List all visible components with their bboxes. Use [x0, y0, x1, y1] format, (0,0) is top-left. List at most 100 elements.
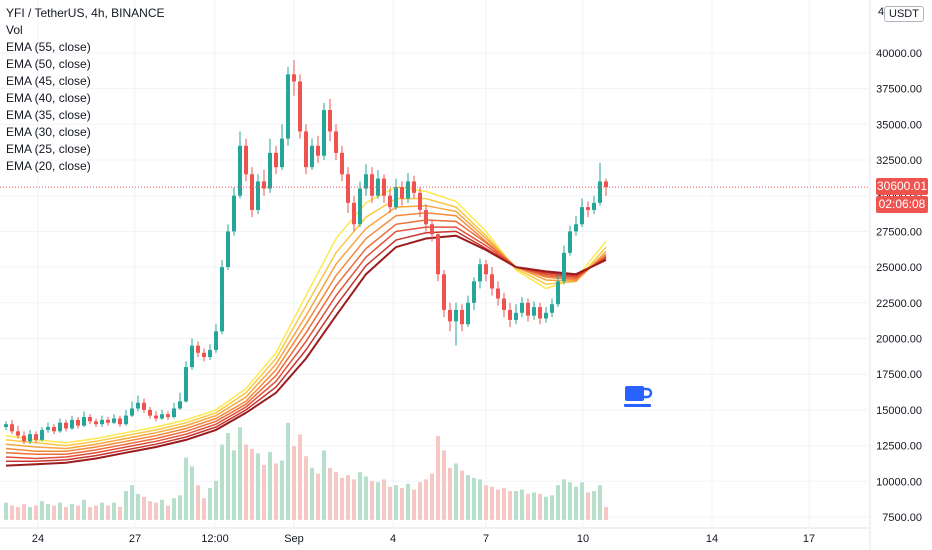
- price-tick-label: 35000.00: [876, 119, 922, 131]
- indicator-ema-45[interactable]: EMA (45, close): [6, 74, 91, 88]
- candle-body: [568, 231, 572, 253]
- time-tick-label: 17: [803, 533, 815, 545]
- candle-body: [58, 422, 62, 432]
- candle-body: [298, 81, 302, 132]
- volume-bar: [604, 506, 608, 520]
- volume-bar: [478, 479, 482, 520]
- candle-body: [478, 264, 482, 282]
- candle-body: [598, 181, 602, 203]
- indicator-ema-50[interactable]: EMA (50, close): [6, 57, 91, 71]
- candle-body: [556, 281, 560, 305]
- candle-body: [244, 145, 248, 175]
- candle-body: [202, 352, 206, 358]
- candle-body: [400, 187, 404, 199]
- candle-body: [520, 302, 524, 313]
- volume-bar: [160, 499, 164, 520]
- volume-bar: [382, 479, 386, 520]
- indicator-ema-55[interactable]: EMA (55, close): [6, 40, 91, 54]
- volume-bar: [490, 486, 494, 520]
- candle-body: [70, 419, 74, 429]
- volume-bar: [598, 485, 602, 520]
- volume-bar: [280, 460, 284, 520]
- volume-bar: [364, 476, 368, 520]
- volume-bar: [52, 505, 56, 520]
- volume-bar: [430, 473, 434, 520]
- candle-body: [214, 331, 218, 350]
- ema-line-55: [5, 234, 607, 467]
- volume-bar: [334, 472, 338, 520]
- ema-line-30: [5, 204, 607, 450]
- price-tick-label: 20000.00: [876, 334, 922, 346]
- volume-bar: [268, 451, 272, 520]
- candle-body: [322, 110, 326, 156]
- candle-body: [118, 418, 122, 425]
- indicator-ema-30[interactable]: EMA (30, close): [6, 125, 91, 139]
- volume-bar: [262, 464, 266, 520]
- volume-bar: [538, 493, 542, 520]
- volume-bar: [496, 489, 500, 520]
- volume-bar: [76, 505, 80, 520]
- candle-body: [106, 419, 110, 423]
- candle-body: [436, 234, 440, 275]
- candle-body: [124, 415, 128, 425]
- indicator-ema-35[interactable]: EMA (35, close): [6, 108, 91, 122]
- candle-body: [88, 417, 92, 422]
- candle-body: [580, 207, 584, 225]
- candle-body: [562, 252, 566, 282]
- indicator-ema-40[interactable]: EMA (40, close): [6, 91, 91, 105]
- candle-body: [16, 431, 20, 436]
- volume-bar: [46, 504, 50, 520]
- candle-body: [358, 188, 362, 225]
- candle-body: [130, 408, 134, 416]
- bar-countdown-tag: 02:06:08: [876, 196, 928, 214]
- candle-body: [262, 181, 266, 189]
- volume-bar: [352, 479, 356, 520]
- candle-body: [334, 131, 338, 153]
- time-tick-label: Sep: [284, 533, 304, 545]
- volume-bar: [388, 486, 392, 520]
- currency-selector[interactable]: USDT: [884, 6, 924, 22]
- volume-bar: [514, 491, 518, 520]
- volume-bar: [442, 450, 446, 520]
- indicator-vol[interactable]: Vol: [6, 23, 23, 37]
- candle-body: [496, 288, 500, 299]
- candle-body: [172, 408, 176, 418]
- indicator-ema-25[interactable]: EMA (25, close): [6, 142, 91, 156]
- volume-bar: [172, 498, 176, 520]
- candle-body: [94, 421, 98, 425]
- volume-bar: [508, 491, 512, 520]
- candle-body: [46, 427, 50, 430]
- candle-body: [508, 309, 512, 320]
- candle-body: [250, 174, 254, 210]
- price-axis[interactable]: 7500.00 10000.00 12500.00 15000.00 17500.00 2…: [876, 6, 922, 524]
- volume-bar: [340, 477, 344, 520]
- candle-body: [4, 424, 8, 428]
- volume-bar: [196, 485, 200, 520]
- price-tick-label-partial: 4: [878, 6, 884, 18]
- volume-bar: [214, 480, 218, 520]
- volume-bar: [148, 501, 152, 520]
- volume-bar: [34, 505, 38, 520]
- volume-bar: [94, 505, 98, 520]
- candle-body: [394, 187, 398, 208]
- time-axis[interactable]: 24 27 12:00 Sep 4 7 10 14 17: [32, 533, 815, 545]
- candle-body: [532, 307, 536, 316]
- candle-body: [100, 419, 104, 425]
- candle-body: [280, 138, 284, 168]
- candle-body: [454, 309, 458, 322]
- indicator-ema-20[interactable]: EMA (20, close): [6, 159, 91, 173]
- chart-legend: YFI / TetherUS, 4h, BINANCE Vol EMA (55,…: [6, 5, 165, 175]
- volume-bar: [82, 499, 86, 520]
- volume-bar: [202, 498, 206, 520]
- volume-bar: [544, 496, 548, 520]
- symbol-title[interactable]: YFI / TetherUS, 4h, BINANCE: [6, 6, 165, 20]
- candle-body: [226, 231, 230, 268]
- volume-bar: [328, 467, 332, 520]
- candle-body: [184, 367, 188, 402]
- volume-bar: [244, 444, 248, 520]
- candle-body: [148, 409, 152, 416]
- volume-bar: [460, 470, 464, 520]
- candle-body: [208, 349, 212, 358]
- candle-body: [484, 264, 488, 275]
